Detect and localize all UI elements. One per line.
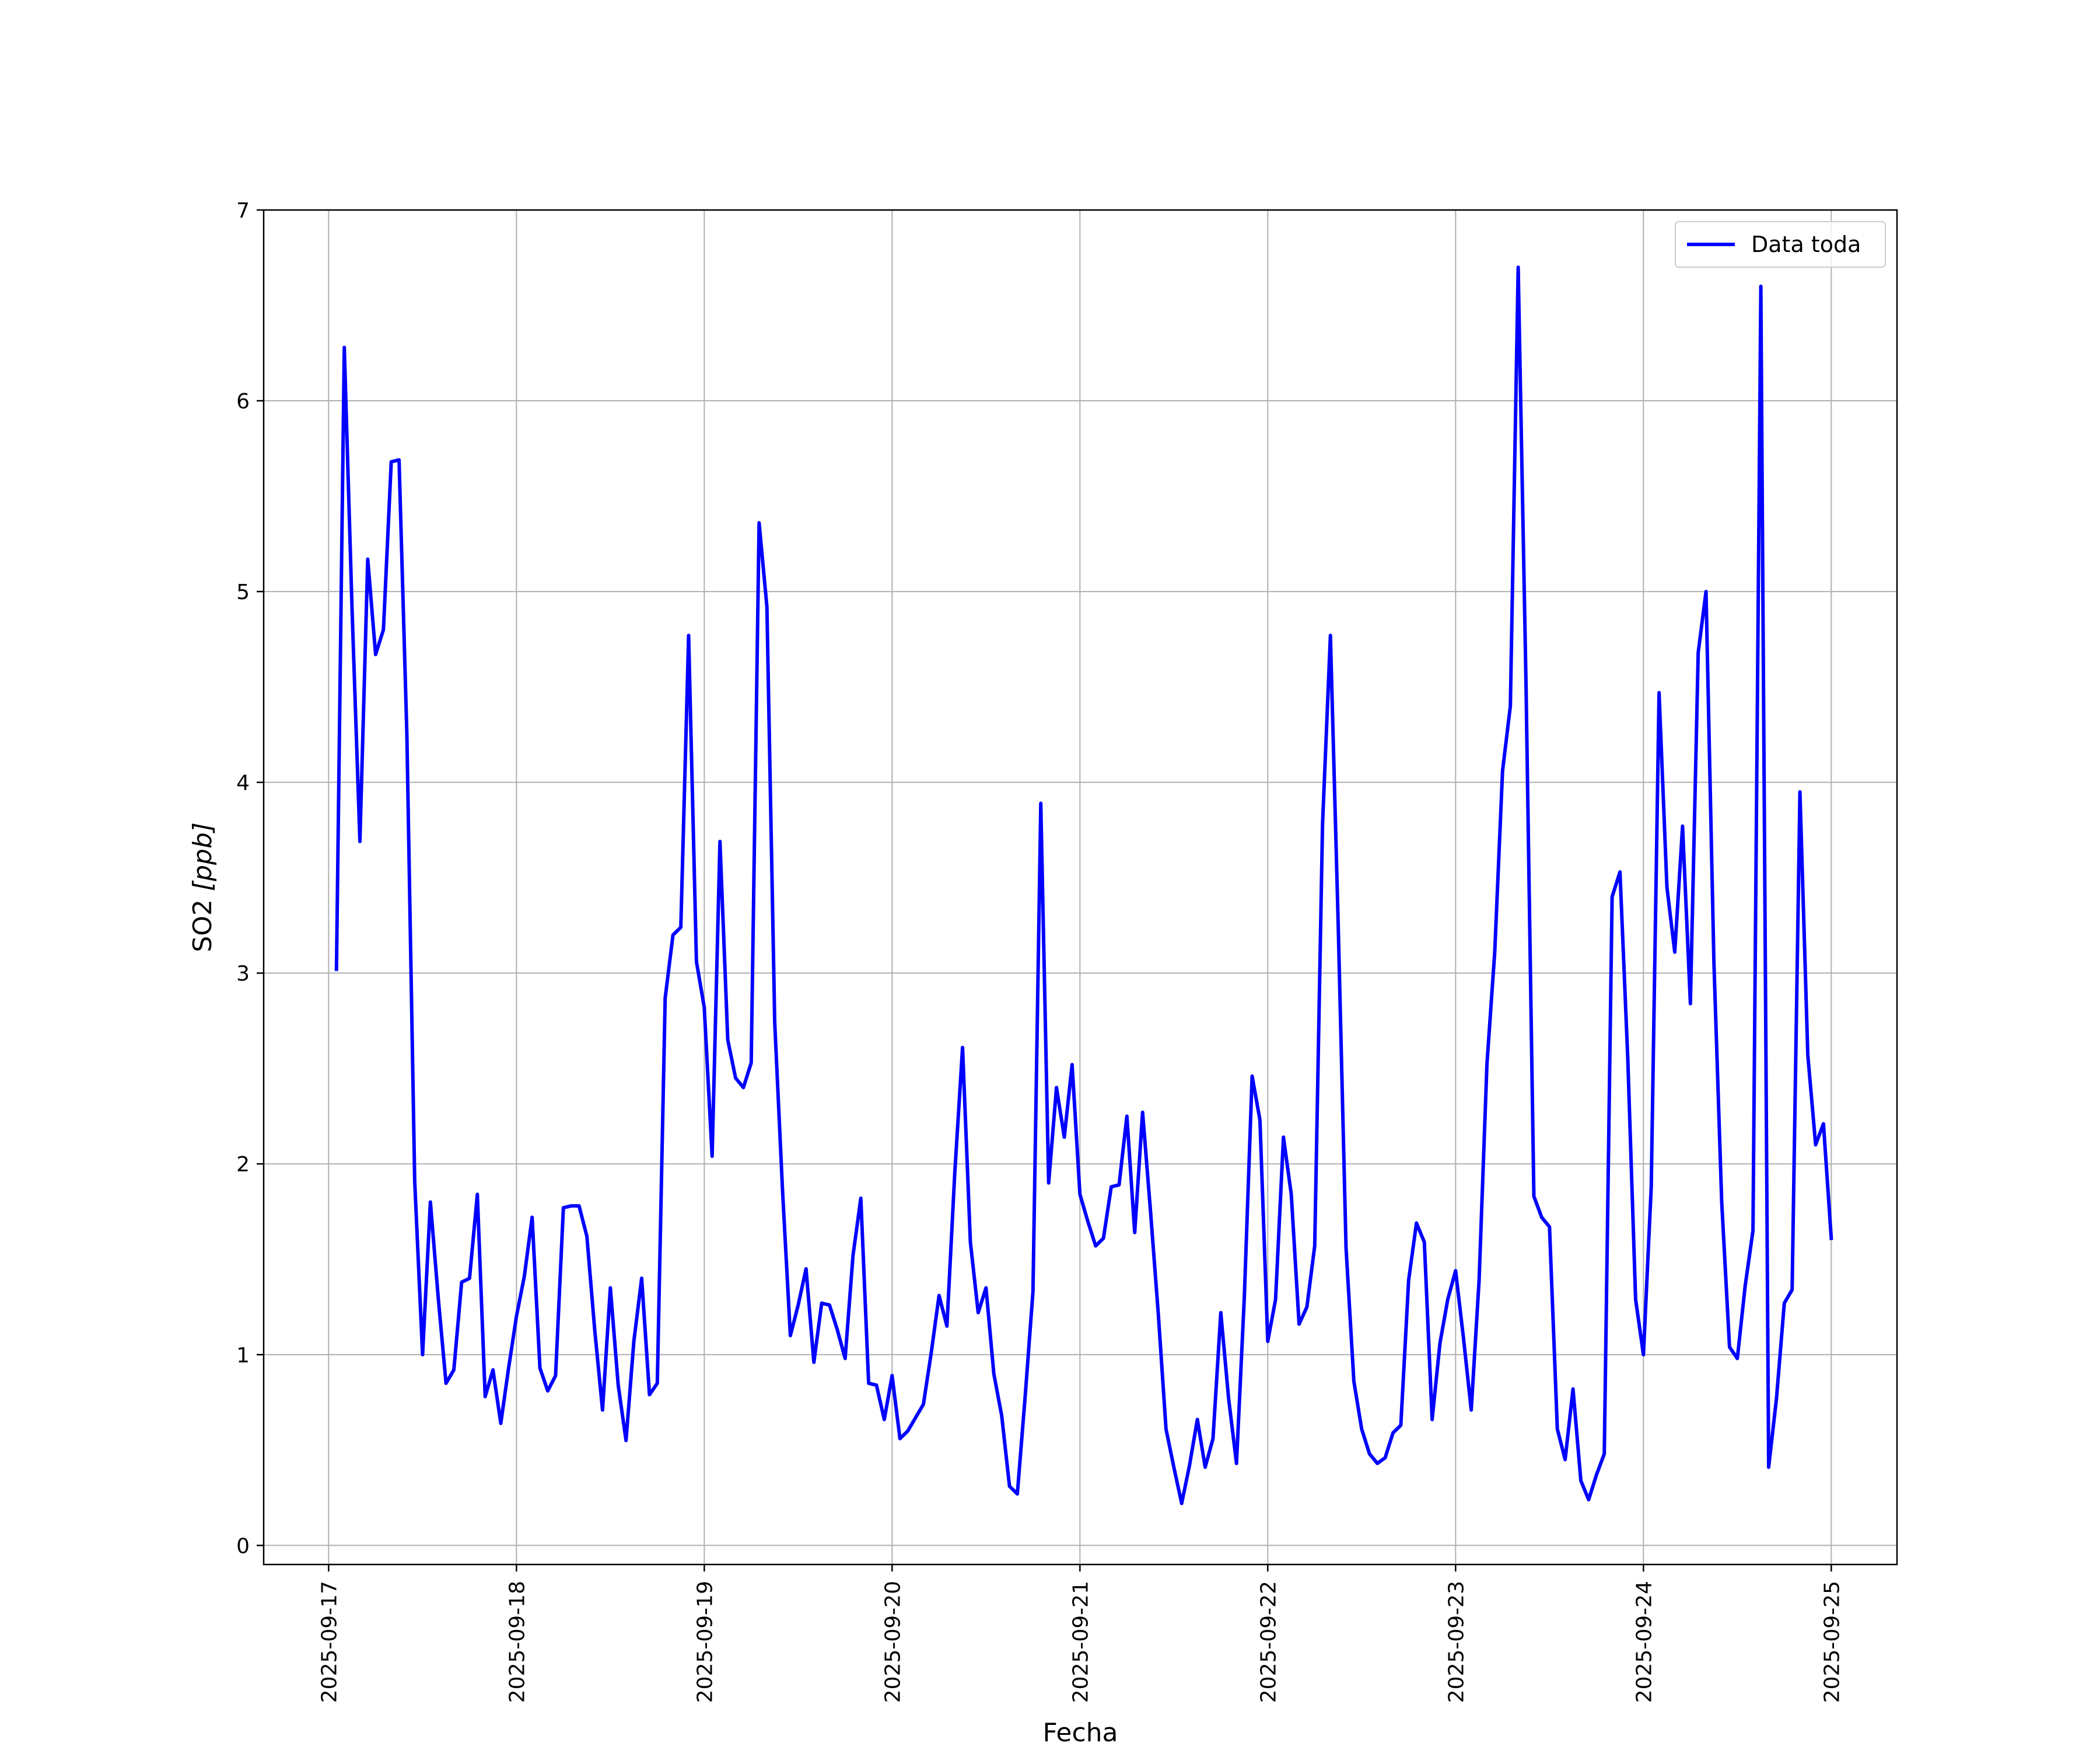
y-tick-label: 6	[236, 390, 250, 414]
x-tick-label: 2025-09-24	[1632, 1581, 1656, 1703]
y-tick-label: 0	[236, 1534, 250, 1558]
y-axis-ticks: 0 1 2 3 4 5 6 7	[236, 199, 264, 1558]
legend-label-data-toda: Data toda	[1751, 232, 1861, 257]
x-tick-label: 2025-09-17	[317, 1581, 341, 1703]
plot-frame	[262, 209, 1898, 1566]
series-line-data-toda	[334, 265, 1833, 1506]
x-tick-label: 2025-09-18	[505, 1581, 529, 1703]
x-tick-label: 2025-09-20	[881, 1581, 905, 1703]
y-tick-label: 3	[236, 962, 250, 986]
x-tick-label: 2025-09-21	[1069, 1581, 1093, 1703]
x-axis-ticks: 2025-09-17 2025-09-18 2025-09-19 2025-09-20…	[317, 1564, 1844, 1703]
x-tick-label: 2025-09-22	[1256, 1581, 1280, 1703]
x-tick-label: 2025-09-23	[1444, 1581, 1468, 1703]
y-tick-label: 7	[236, 199, 250, 223]
legend: Data toda	[1675, 221, 1886, 268]
y-tick-label: 1	[236, 1343, 250, 1367]
x-tick-label: 2025-09-19	[693, 1581, 717, 1703]
y-axis-label: SO2 [ppb]	[188, 822, 218, 953]
y-tick-label: 4	[236, 771, 250, 795]
y-axis-label-unit: [ppb]	[188, 822, 218, 891]
x-tick-label: 2025-09-25	[1820, 1581, 1844, 1703]
legend-box	[1675, 221, 1886, 268]
y-tick-label: 2	[236, 1153, 250, 1177]
series-layer	[334, 265, 1833, 1506]
y-tick-label: 5	[236, 580, 250, 604]
x-axis-label: Fecha	[1042, 1718, 1118, 1748]
y-axis-label-text: SO2	[188, 891, 218, 953]
